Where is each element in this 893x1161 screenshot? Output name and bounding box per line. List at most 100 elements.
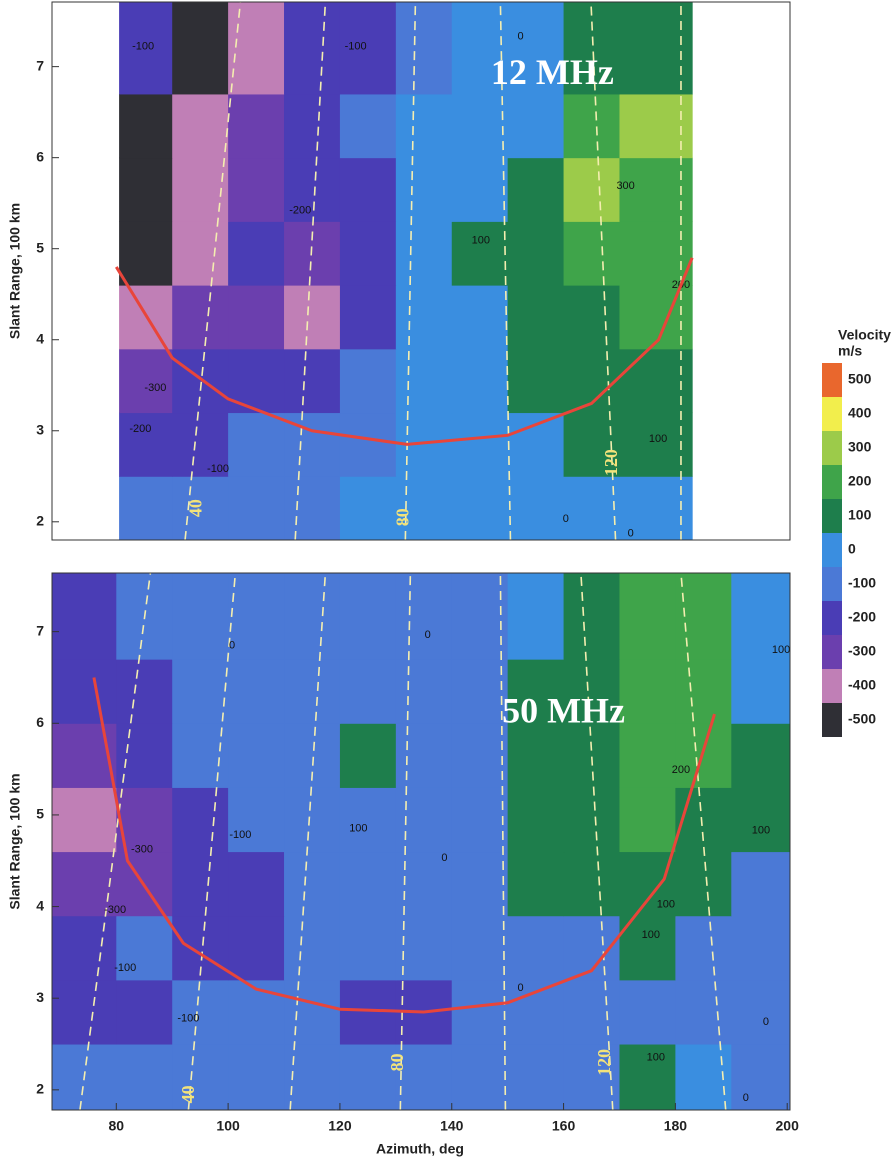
contour-label: -100 <box>207 463 229 475</box>
colorbar-swatch <box>822 431 842 465</box>
cell <box>116 659 173 724</box>
cell <box>339 157 397 222</box>
cell <box>228 1044 285 1111</box>
cell <box>675 915 732 981</box>
cell <box>339 285 397 350</box>
cell <box>507 723 565 788</box>
plot-frame <box>51 572 791 1111</box>
cell <box>507 412 565 477</box>
cell <box>284 221 341 286</box>
colorbar-label: 300 <box>848 439 872 455</box>
red-curve <box>92 677 716 1014</box>
cell <box>284 2 341 95</box>
colorbar-swatch <box>822 465 842 499</box>
x-tick-label: 200 <box>776 1118 800 1134</box>
colorbar-label: 400 <box>848 405 872 421</box>
cell <box>451 2 509 95</box>
cell <box>731 1044 791 1111</box>
cell <box>395 1044 453 1111</box>
cell <box>52 723 117 788</box>
contour-label: -200 <box>289 204 311 216</box>
contour-label: -100 <box>132 41 154 53</box>
contour-label: 100 <box>349 823 367 835</box>
contour-label: -100 <box>229 829 251 841</box>
cell <box>119 221 173 286</box>
cell <box>228 979 285 1045</box>
cell <box>284 1044 341 1111</box>
beam-label: 120 <box>594 1049 614 1076</box>
cell <box>339 2 397 95</box>
cell <box>228 221 285 286</box>
beam-label: 80 <box>392 508 412 526</box>
contour-label: 0 <box>628 528 634 540</box>
y-tick-label: 3 <box>36 421 44 437</box>
frequency-label: 50 MHz <box>502 690 625 730</box>
cell <box>228 723 285 788</box>
cell <box>451 787 509 853</box>
contour-label: 200 <box>672 764 690 776</box>
cell <box>451 93 509 159</box>
cell <box>731 851 791 917</box>
cell <box>675 659 732 724</box>
cell <box>507 659 565 724</box>
contour-label: -300 <box>104 904 126 916</box>
cell <box>619 851 676 917</box>
cell <box>507 93 565 159</box>
cell <box>675 851 732 917</box>
colorbar-label: -200 <box>848 609 876 625</box>
cell <box>228 2 285 95</box>
cell <box>563 157 620 222</box>
contour-label: 100 <box>649 433 667 445</box>
cell <box>228 157 285 222</box>
contour-label: -300 <box>144 382 166 394</box>
cell <box>731 723 791 788</box>
contour-label: 300 <box>616 180 634 192</box>
cell <box>284 157 341 222</box>
cell <box>339 412 397 477</box>
cell <box>339 659 397 724</box>
cell <box>52 659 117 724</box>
cell <box>172 93 229 159</box>
cell <box>507 2 565 95</box>
cell <box>339 476 397 541</box>
cell <box>284 851 341 917</box>
cell <box>172 1044 229 1111</box>
contour-label: -100 <box>345 41 367 53</box>
y-tick-label: 2 <box>36 1081 44 1097</box>
colorbar-label: 100 <box>848 507 872 523</box>
colorbar-swatch <box>822 363 842 397</box>
cell <box>172 348 229 414</box>
cell <box>731 659 791 724</box>
y-tick-label: 3 <box>36 989 44 1005</box>
beam-label: 40 <box>178 1085 198 1103</box>
x-tick-label: 80 <box>109 1118 125 1134</box>
contour-label: 0 <box>743 1092 749 1104</box>
frequency-label: 12 MHz <box>491 52 614 92</box>
y-tick-label: 6 <box>36 148 44 164</box>
cell <box>563 979 620 1045</box>
cell <box>284 573 341 660</box>
cell <box>731 787 791 853</box>
cell <box>507 157 565 222</box>
cell <box>52 851 117 917</box>
cell <box>116 1044 173 1111</box>
cell <box>172 787 229 853</box>
colorbar-swatch <box>822 635 842 669</box>
cell <box>284 285 341 350</box>
cell <box>172 723 229 788</box>
cell <box>119 476 173 541</box>
cell <box>395 915 453 981</box>
cell <box>619 573 676 660</box>
cell <box>228 787 285 853</box>
y-tick-label: 7 <box>36 622 44 638</box>
y-tick-label: 7 <box>36 57 44 73</box>
beam-label: 80 <box>387 1053 407 1071</box>
cell <box>507 573 565 660</box>
cell <box>451 285 509 350</box>
cell <box>563 2 620 95</box>
colorbar-label: -100 <box>848 575 876 591</box>
red-curve <box>115 257 694 446</box>
contour-label: -100 <box>177 1012 199 1024</box>
colorbar-label: -300 <box>848 643 876 659</box>
